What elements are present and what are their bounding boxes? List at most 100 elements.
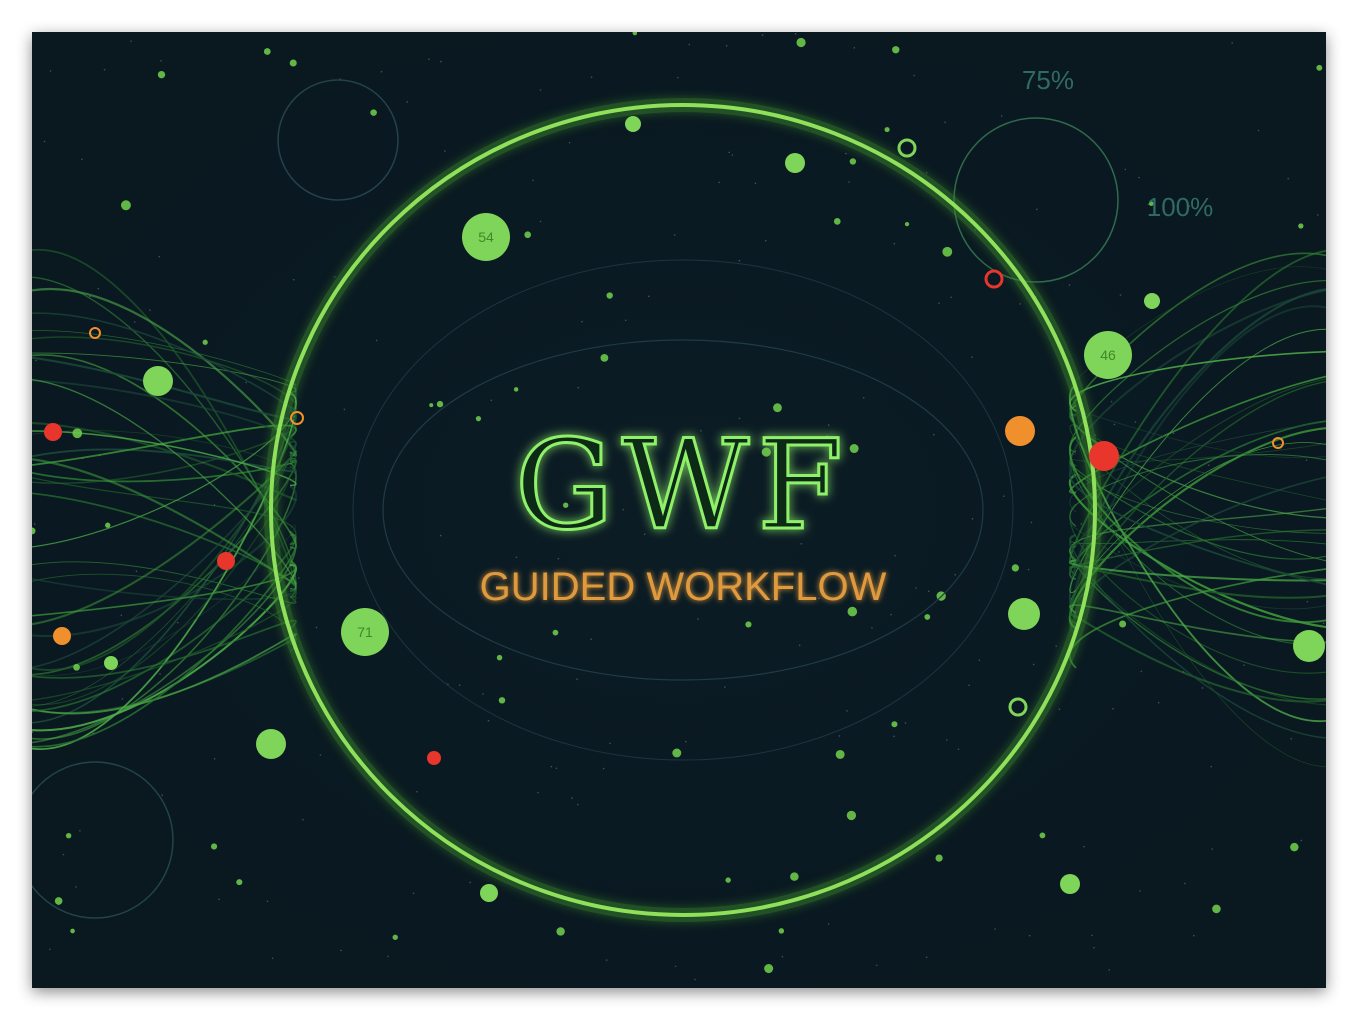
speck bbox=[429, 403, 434, 408]
speck bbox=[827, 923, 830, 925]
stream bbox=[32, 595, 297, 701]
stream bbox=[32, 312, 297, 413]
speck bbox=[632, 32, 638, 36]
speck bbox=[1207, 464, 1210, 466]
speck bbox=[1298, 223, 1304, 229]
speck bbox=[945, 739, 948, 741]
dot bbox=[625, 116, 641, 132]
speck bbox=[890, 613, 892, 616]
stream bbox=[32, 378, 297, 590]
stream bbox=[32, 619, 297, 679]
dot bbox=[897, 138, 917, 158]
speck bbox=[794, 33, 797, 35]
speck bbox=[677, 76, 679, 79]
dot bbox=[1005, 416, 1035, 446]
speck bbox=[440, 60, 442, 63]
speck bbox=[43, 140, 46, 143]
stream bbox=[1069, 535, 1326, 739]
speck bbox=[893, 242, 896, 245]
speck bbox=[761, 447, 771, 457]
speck bbox=[89, 295, 91, 298]
speck bbox=[513, 387, 519, 392]
speck bbox=[1138, 176, 1140, 179]
speck bbox=[1257, 129, 1260, 132]
speck bbox=[761, 34, 764, 36]
stream bbox=[32, 561, 297, 604]
dot bbox=[1089, 441, 1119, 471]
speck bbox=[576, 678, 578, 680]
speck bbox=[490, 399, 493, 402]
speck bbox=[49, 948, 51, 951]
speck bbox=[927, 590, 930, 593]
speck bbox=[1019, 303, 1022, 305]
specks bbox=[32, 32, 1325, 981]
speck bbox=[648, 295, 650, 298]
speck bbox=[884, 127, 890, 133]
stream bbox=[1069, 421, 1326, 513]
speck bbox=[72, 428, 83, 439]
speck bbox=[1112, 707, 1114, 710]
number-nodes: 54 46 71 bbox=[341, 213, 1132, 656]
speck bbox=[1243, 664, 1245, 666]
speck bbox=[925, 172, 928, 174]
speck bbox=[1290, 738, 1293, 740]
speck bbox=[1080, 523, 1083, 525]
speck bbox=[1147, 203, 1150, 206]
stream bbox=[32, 450, 298, 626]
speck bbox=[590, 638, 592, 640]
stream bbox=[32, 424, 297, 466]
speck bbox=[826, 434, 829, 437]
speck bbox=[289, 59, 297, 67]
speck bbox=[724, 686, 726, 688]
stream bbox=[32, 525, 297, 676]
speck bbox=[734, 444, 737, 446]
speck bbox=[98, 454, 101, 457]
dot bbox=[427, 751, 441, 765]
stream bbox=[32, 391, 297, 548]
speck bbox=[498, 697, 506, 704]
speck bbox=[1316, 64, 1323, 71]
speck bbox=[778, 928, 785, 934]
speck bbox=[213, 757, 216, 760]
speck bbox=[380, 70, 383, 73]
speck bbox=[556, 927, 565, 936]
dot bbox=[1060, 874, 1080, 894]
speck bbox=[134, 321, 136, 323]
speck bbox=[818, 597, 820, 600]
stream bbox=[1069, 534, 1326, 706]
speck bbox=[1139, 890, 1141, 892]
dot bbox=[44, 423, 62, 441]
inner-orbit bbox=[382, 339, 984, 681]
stream bbox=[1069, 424, 1326, 580]
speck bbox=[1182, 671, 1185, 673]
speck bbox=[893, 735, 895, 738]
dot bbox=[256, 729, 286, 759]
stream bbox=[1069, 288, 1326, 615]
speck bbox=[600, 353, 609, 362]
dot bbox=[1144, 293, 1160, 309]
speck bbox=[210, 843, 218, 850]
speck bbox=[745, 621, 752, 628]
speck bbox=[35, 359, 37, 362]
speck bbox=[70, 928, 75, 934]
speck bbox=[688, 43, 691, 46]
speck bbox=[1027, 568, 1030, 571]
speck bbox=[738, 259, 741, 262]
speck bbox=[694, 978, 696, 981]
speck bbox=[1055, 645, 1057, 647]
stream bbox=[1069, 375, 1326, 494]
speck bbox=[942, 246, 953, 257]
speck bbox=[537, 791, 539, 794]
speck bbox=[1305, 459, 1308, 461]
stream bbox=[1069, 350, 1326, 412]
speck bbox=[738, 417, 741, 420]
speck bbox=[562, 502, 569, 508]
speck bbox=[1134, 421, 1137, 423]
speck bbox=[33, 523, 36, 525]
speck bbox=[266, 900, 269, 903]
speck bbox=[1287, 177, 1290, 180]
speck bbox=[1172, 432, 1175, 435]
speck bbox=[904, 722, 907, 724]
speck bbox=[957, 748, 960, 751]
